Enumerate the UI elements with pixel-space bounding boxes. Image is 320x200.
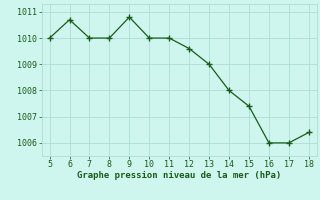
X-axis label: Graphe pression niveau de la mer (hPa): Graphe pression niveau de la mer (hPa) xyxy=(77,171,281,180)
